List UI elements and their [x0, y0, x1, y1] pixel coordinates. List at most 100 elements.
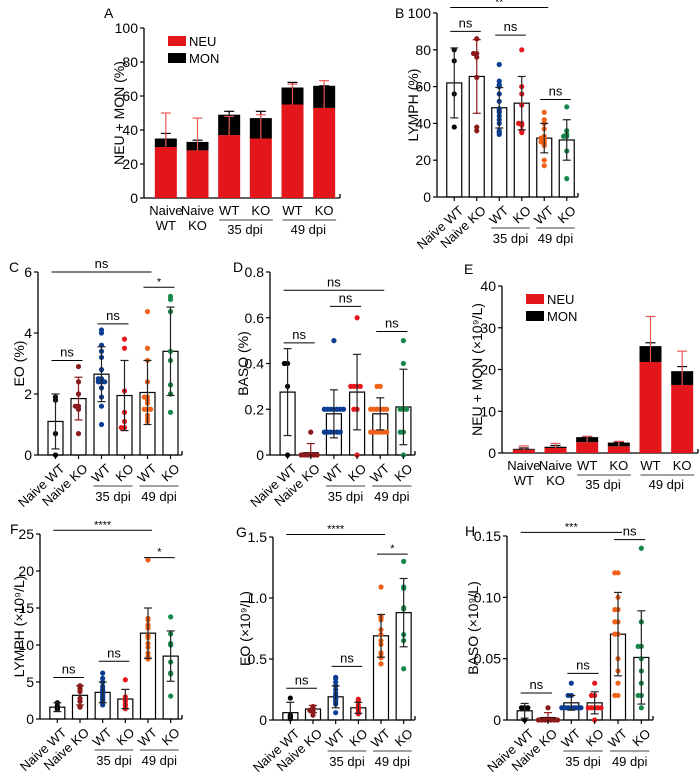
y-tick-label: 1.5	[248, 529, 268, 545]
x-tick-label: WT	[321, 461, 346, 486]
data-point	[351, 406, 357, 412]
data-point	[598, 705, 604, 711]
data-point	[525, 705, 531, 711]
data-point	[545, 705, 551, 711]
y-tick-label: 15	[18, 600, 34, 616]
data-point	[333, 679, 339, 685]
data-point	[374, 383, 380, 389]
x-group-label-49dpi: 49 dpi	[612, 754, 648, 769]
x-label-wt: WT	[156, 218, 176, 233]
data-point	[98, 421, 105, 428]
data-point	[167, 409, 174, 415]
data-point	[555, 717, 561, 723]
data-point	[333, 675, 339, 682]
data-point	[635, 643, 641, 650]
x-label-wt: WT	[577, 458, 597, 473]
legend-label-mon: MON	[189, 51, 219, 66]
data-point	[141, 406, 147, 412]
x-tick-label: KO	[583, 726, 607, 750]
data-point	[100, 675, 106, 681]
significance-label: ns	[106, 308, 120, 323]
significance-label: ****	[94, 519, 112, 531]
data-point	[401, 666, 407, 672]
data-point	[470, 50, 477, 57]
y-tick-label: 0.5	[248, 651, 268, 667]
y-tick-label: 40	[415, 115, 431, 131]
panel-letter: E	[464, 261, 473, 277]
x-label-ko: KO	[251, 203, 270, 218]
data-point	[340, 406, 347, 412]
data-point	[368, 406, 374, 412]
legend-swatch-neu	[526, 294, 544, 304]
data-point	[578, 705, 584, 711]
x-group-label-49dpi: 49 dpi	[141, 489, 177, 504]
panel-letter: C	[9, 259, 19, 275]
y-axis-label: BASO (%)	[235, 331, 251, 396]
x-tick-label: KO	[392, 726, 416, 750]
x-label-wt: WT	[219, 203, 239, 218]
panel-letter: B	[395, 5, 404, 21]
x-label-naive: Naive	[539, 458, 572, 473]
bar-neu	[154, 147, 177, 198]
data-point	[75, 363, 82, 370]
y-tick-label: 0	[256, 447, 264, 463]
significance-label: ns	[340, 650, 354, 665]
x-group-label-35dpi: 35 dpi	[493, 231, 529, 246]
x-tick-label: KO	[159, 725, 183, 749]
data-point	[397, 406, 403, 412]
significance-label: ****	[327, 524, 345, 536]
data-point	[496, 61, 502, 68]
x-group-label-35dpi: 35 dpi	[328, 489, 364, 504]
y-tick-label: 1.0	[248, 590, 268, 606]
y-tick-label: 80	[122, 54, 138, 70]
x-tick-label: KO	[345, 461, 369, 485]
data-point	[168, 693, 174, 699]
data-point	[121, 336, 128, 342]
x-label-wt: WT	[282, 203, 302, 218]
data-point	[102, 379, 108, 385]
data-point	[384, 429, 390, 435]
y-axis-label: EO (%)	[11, 341, 27, 387]
x-label-ko: KO	[546, 473, 565, 488]
y-tick-label: 25	[18, 526, 34, 542]
data-point	[401, 558, 407, 565]
bar-neu	[639, 361, 662, 453]
y-tick-label: 40	[480, 278, 496, 294]
x-group-label-35dpi: 35 dpi	[227, 222, 263, 237]
x-tick-label: KO	[346, 726, 370, 750]
x-tick-label: KO	[629, 726, 653, 750]
data-point	[100, 702, 106, 708]
significance-label: **	[495, 0, 504, 8]
significance-label: ns	[504, 19, 518, 34]
y-axis-label: LYMPH (%)	[405, 69, 421, 142]
data-point	[612, 692, 618, 699]
significance-label: *	[157, 547, 162, 559]
x-tick-label: WT	[368, 726, 393, 751]
data-point	[118, 424, 124, 431]
x-tick-label: WT	[605, 726, 630, 751]
data-point	[400, 338, 407, 344]
x-label-wt: WT	[514, 473, 534, 488]
data-point	[568, 680, 574, 686]
data-point	[75, 431, 82, 437]
data-point	[310, 712, 316, 718]
x-group-label-49dpi: 49 dpi	[538, 231, 574, 246]
panel-letter: H	[465, 523, 475, 539]
data-point	[287, 695, 293, 701]
x-tick-label: KO	[159, 461, 183, 485]
x-tick-label: WT	[486, 203, 511, 228]
data-point	[348, 383, 354, 389]
data-point	[384, 406, 390, 412]
bar-neu	[576, 442, 599, 453]
x-label-naive: Naive	[181, 203, 214, 218]
y-tick-label: 60	[415, 79, 431, 95]
y-tick-label: 0	[423, 189, 431, 205]
data-point	[121, 345, 128, 351]
y-tick-label: 10	[18, 637, 34, 653]
x-tick-label: WT	[90, 725, 115, 750]
panel-letter: D	[233, 259, 243, 275]
data-point	[98, 403, 105, 409]
data-point	[638, 705, 644, 711]
